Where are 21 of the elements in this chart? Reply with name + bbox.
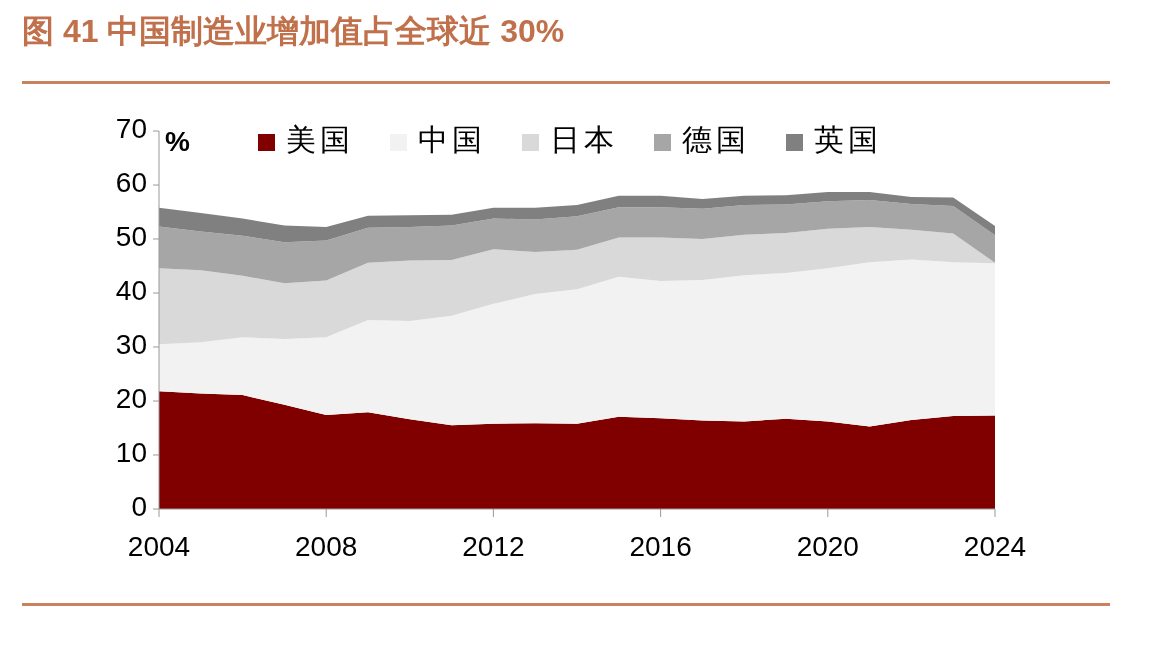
legend-label: 德国: [682, 122, 750, 156]
y-tick-label: 20: [115, 383, 147, 415]
legend-label: 中国: [418, 122, 486, 156]
legend-label: 日本: [550, 122, 618, 156]
x-tick-label: 2024: [963, 531, 1027, 562]
x-tick-label: 2020: [796, 531, 859, 562]
x-tick-label: 2016: [629, 531, 692, 562]
y-tick-label: 10: [115, 437, 147, 469]
y-axis-title: %: [165, 126, 190, 157]
legend-label: 英国: [814, 122, 882, 156]
y-tick-label: 40: [115, 275, 147, 307]
y-tick-label: 50: [115, 221, 147, 253]
y-tick-label: 70: [115, 113, 147, 145]
y-tick-label: 0: [131, 491, 147, 523]
chart-title: 图 41 中国制造业增加值占全球近 30%: [22, 13, 565, 49]
y-tick-label: 30: [115, 329, 147, 361]
y-tick-label: 60: [115, 167, 147, 199]
x-tick-label: 2004: [127, 531, 191, 562]
legend-label: 美国: [286, 122, 354, 156]
x-tick-label: 2012: [462, 531, 525, 562]
x-tick-label: 2008: [295, 531, 358, 562]
